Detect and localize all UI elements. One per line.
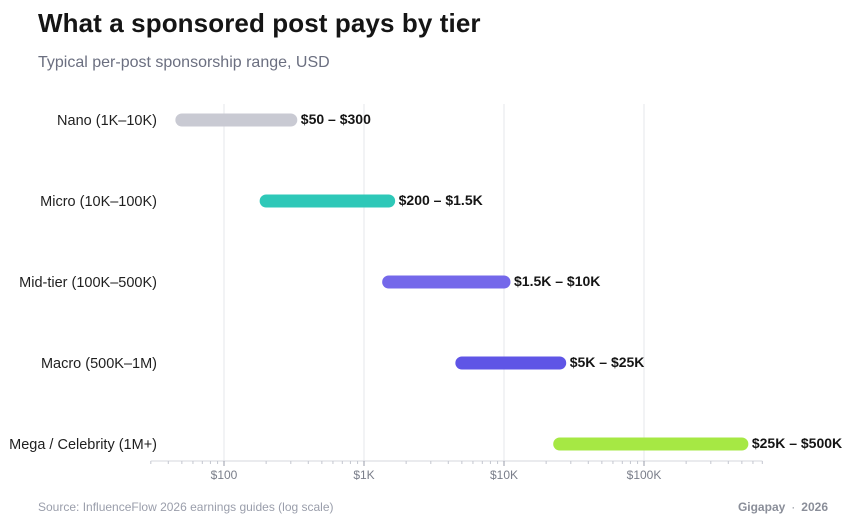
range-label: $5K – $25K [570, 354, 645, 370]
brand-credit: Gigapay · 2026 [738, 500, 828, 514]
chart-title: What a sponsored post pays by tier [38, 8, 481, 38]
x-tick-label: $10K [490, 468, 518, 482]
x-tick-label: $100K [627, 468, 662, 482]
category-label: Nano (1K–10K) [57, 113, 157, 129]
credit-year: 2026 [801, 500, 828, 514]
category-label: Mid-tier (100K–500K) [19, 275, 157, 291]
range-label: $50 – $300 [301, 111, 371, 127]
chart-subtitle: Typical per-post sponsorship range, USD [38, 54, 330, 71]
category-label: Macro (500K–1M) [41, 356, 157, 372]
separator-dot: · [791, 500, 796, 514]
brand-name: Gigapay [737, 500, 786, 514]
range-label: $1.5K – $10K [514, 273, 600, 289]
range-chart: $100 $1K $10K $100K Nano (1K–10K) $50 – $300 M… [9, 104, 842, 482]
category-label: Mega / Celebrity (1M+) [9, 437, 157, 453]
range-label: $25K – $500K [752, 435, 842, 451]
x-tick-label: $1K [353, 468, 374, 482]
source-note: Source: InfluenceFlow 2026 earnings guid… [38, 500, 334, 514]
range-label: $200 – $1.5K [399, 192, 483, 208]
category-label: Micro (10K–100K) [40, 194, 157, 210]
x-tick-label: $100 [211, 468, 238, 482]
